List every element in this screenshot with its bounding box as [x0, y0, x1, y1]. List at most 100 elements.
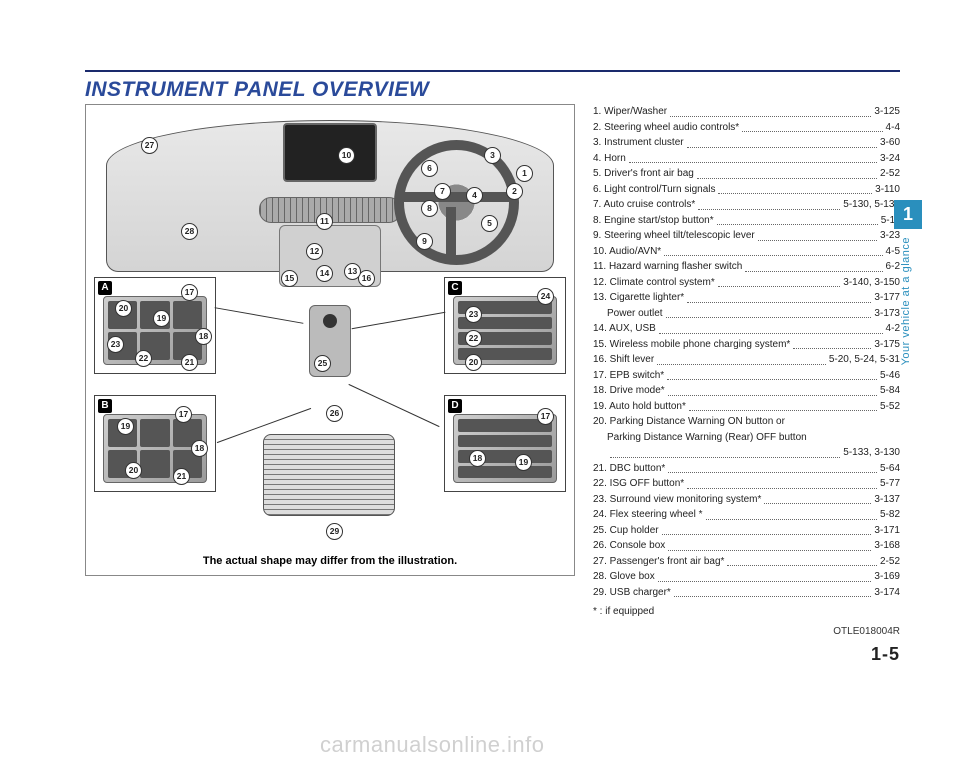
callout-bubble: 15 [281, 270, 298, 287]
leader-line [215, 307, 304, 324]
callout-bubble: 9 [416, 233, 433, 250]
leader-dots [687, 476, 877, 489]
inset-panel-b: B 1917182021 [94, 395, 216, 492]
callout-bubble: 5 [481, 215, 498, 232]
callout-bubble: 22 [135, 350, 152, 367]
leader-dots [668, 383, 877, 396]
list-item: Parking Distance Warning (Rear) OFF butt… [593, 430, 900, 446]
leader-dots [745, 259, 882, 272]
list-item: 15. Wireless mobile phone charging syste… [593, 337, 900, 353]
rear-vent [263, 434, 395, 516]
leader-dots [668, 538, 871, 551]
list-label: 22. ISG OFF button* [593, 476, 684, 492]
list-label: 20. Parking Distance Warning ON button o… [593, 414, 785, 430]
list-page: 4-4 [886, 120, 900, 136]
list-page: 5-82 [880, 507, 900, 523]
list-label: 16. Shift lever [593, 352, 654, 368]
center-display [283, 123, 377, 182]
callout-bubble: 29 [326, 523, 343, 540]
callout-bubble: 17 [175, 406, 192, 423]
figure-caption: The actual shape may differ from the ill… [86, 555, 574, 567]
callout-bubble: 23 [465, 306, 482, 323]
list-page: 5-46 [880, 368, 900, 384]
watermark-bottom: carmanualsonline.info [320, 732, 545, 758]
leader-dots [610, 445, 840, 458]
callout-bubble: 1 [516, 165, 533, 182]
top-rule [85, 70, 900, 72]
list-label: 29. USB charger* [593, 585, 671, 601]
list-page: 5-84 [880, 383, 900, 399]
leader-line [352, 312, 446, 329]
inset-tag-b: B [98, 399, 112, 413]
callout-bubble: 18 [469, 450, 486, 467]
leader-dots [689, 399, 877, 412]
leader-dots [706, 507, 877, 520]
leader-dots [718, 275, 841, 288]
callout-bubble: 20 [125, 462, 142, 479]
list-item: 25. Cup holder3-171 [593, 523, 900, 539]
list-label: 15. Wireless mobile phone charging syste… [593, 337, 790, 353]
list-label: 3. Instrument cluster [593, 135, 684, 151]
list-page: 3-137 [874, 492, 900, 508]
list-item: 8. Engine start/stop button*5-11 [593, 213, 900, 229]
list-page: 3-125 [874, 104, 900, 120]
list-item: 23. Surround view monitoring system*3-13… [593, 492, 900, 508]
list-item: 28. Glove box3-169 [593, 569, 900, 585]
callout-bubble: 2 [506, 183, 523, 200]
callout-bubble: 17 [181, 284, 198, 301]
list-label: 26. Console box [593, 538, 665, 554]
list-page: 3-140, 3-150 [843, 275, 900, 291]
callout-bubble: 12 [306, 243, 323, 260]
list-item: 11. Hazard warning flasher switch6-2 [593, 259, 900, 275]
list-item: 24. Flex steering wheel * 5-82 [593, 507, 900, 523]
list-page: 5-52 [880, 399, 900, 415]
chapter-title: Your vehicle at a glance [900, 237, 912, 365]
callout-bubble: 6 [421, 160, 438, 177]
list-page: 3-24 [880, 151, 900, 167]
list-item: 7. Auto cruise controls*5-130, 5-135 [593, 197, 900, 213]
page-number: 1-5 [593, 641, 900, 669]
callout-bubble: 7 [434, 183, 451, 200]
leader-dots [697, 166, 877, 179]
list-label [593, 445, 607, 461]
leader-dots [727, 554, 877, 567]
index-list: 1. Wiper/Washer3-1252. Steering wheel au… [575, 104, 900, 669]
equipped-footnote: * : if equipped [593, 604, 900, 620]
callout-bubble: 26 [326, 405, 343, 422]
inset-panel-d: D 171819 [444, 395, 566, 492]
callout-bubble: 19 [153, 310, 170, 327]
list-page: 2-52 [880, 554, 900, 570]
inset-tag-c: C [448, 281, 462, 295]
list-item: 19. Auto hold button*5-52 [593, 399, 900, 415]
leader-dots [793, 337, 871, 350]
list-label: 24. Flex steering wheel * [593, 507, 703, 523]
list-label: 7. Auto cruise controls* [593, 197, 695, 213]
list-item: 2. Steering wheel audio controls*4-4 [593, 120, 900, 136]
callout-bubble: 28 [181, 223, 198, 240]
callout-bubble: 4 [466, 187, 483, 204]
leader-dots [668, 461, 877, 474]
callout-bubble: 22 [465, 330, 482, 347]
figure-column: A 17201923182221 B 1917182021 C 24232220… [85, 104, 575, 669]
list-page: 3-174 [874, 585, 900, 601]
list-item: 18. Drive mode*5-84 [593, 383, 900, 399]
leader-dots [666, 306, 872, 319]
callout-bubble: 23 [107, 336, 124, 353]
inset-panel-a: A 17201923182221 [94, 277, 216, 374]
leader-dots [687, 290, 871, 303]
chapter-side-tab: 1 Your vehicle at a glance [894, 200, 922, 365]
list-label: 5. Driver's front air bag [593, 166, 694, 182]
list-label: 28. Glove box [593, 569, 655, 585]
list-item: 4. Horn3-24 [593, 151, 900, 167]
list-label: 27. Passenger's front air bag* [593, 554, 724, 570]
callout-bubble: 24 [537, 288, 554, 305]
leader-dots [758, 228, 877, 241]
list-item: 26. Console box3-168 [593, 538, 900, 554]
list-item: 5. Driver's front air bag2-52 [593, 166, 900, 182]
list-page: 5-133, 3-130 [843, 445, 900, 461]
list-label: Parking Distance Warning (Rear) OFF butt… [593, 430, 807, 446]
callout-bubble: 27 [141, 137, 158, 154]
inset-tag-a: A [98, 281, 112, 295]
leader-dots [718, 182, 872, 195]
list-page: 3-171 [874, 523, 900, 539]
